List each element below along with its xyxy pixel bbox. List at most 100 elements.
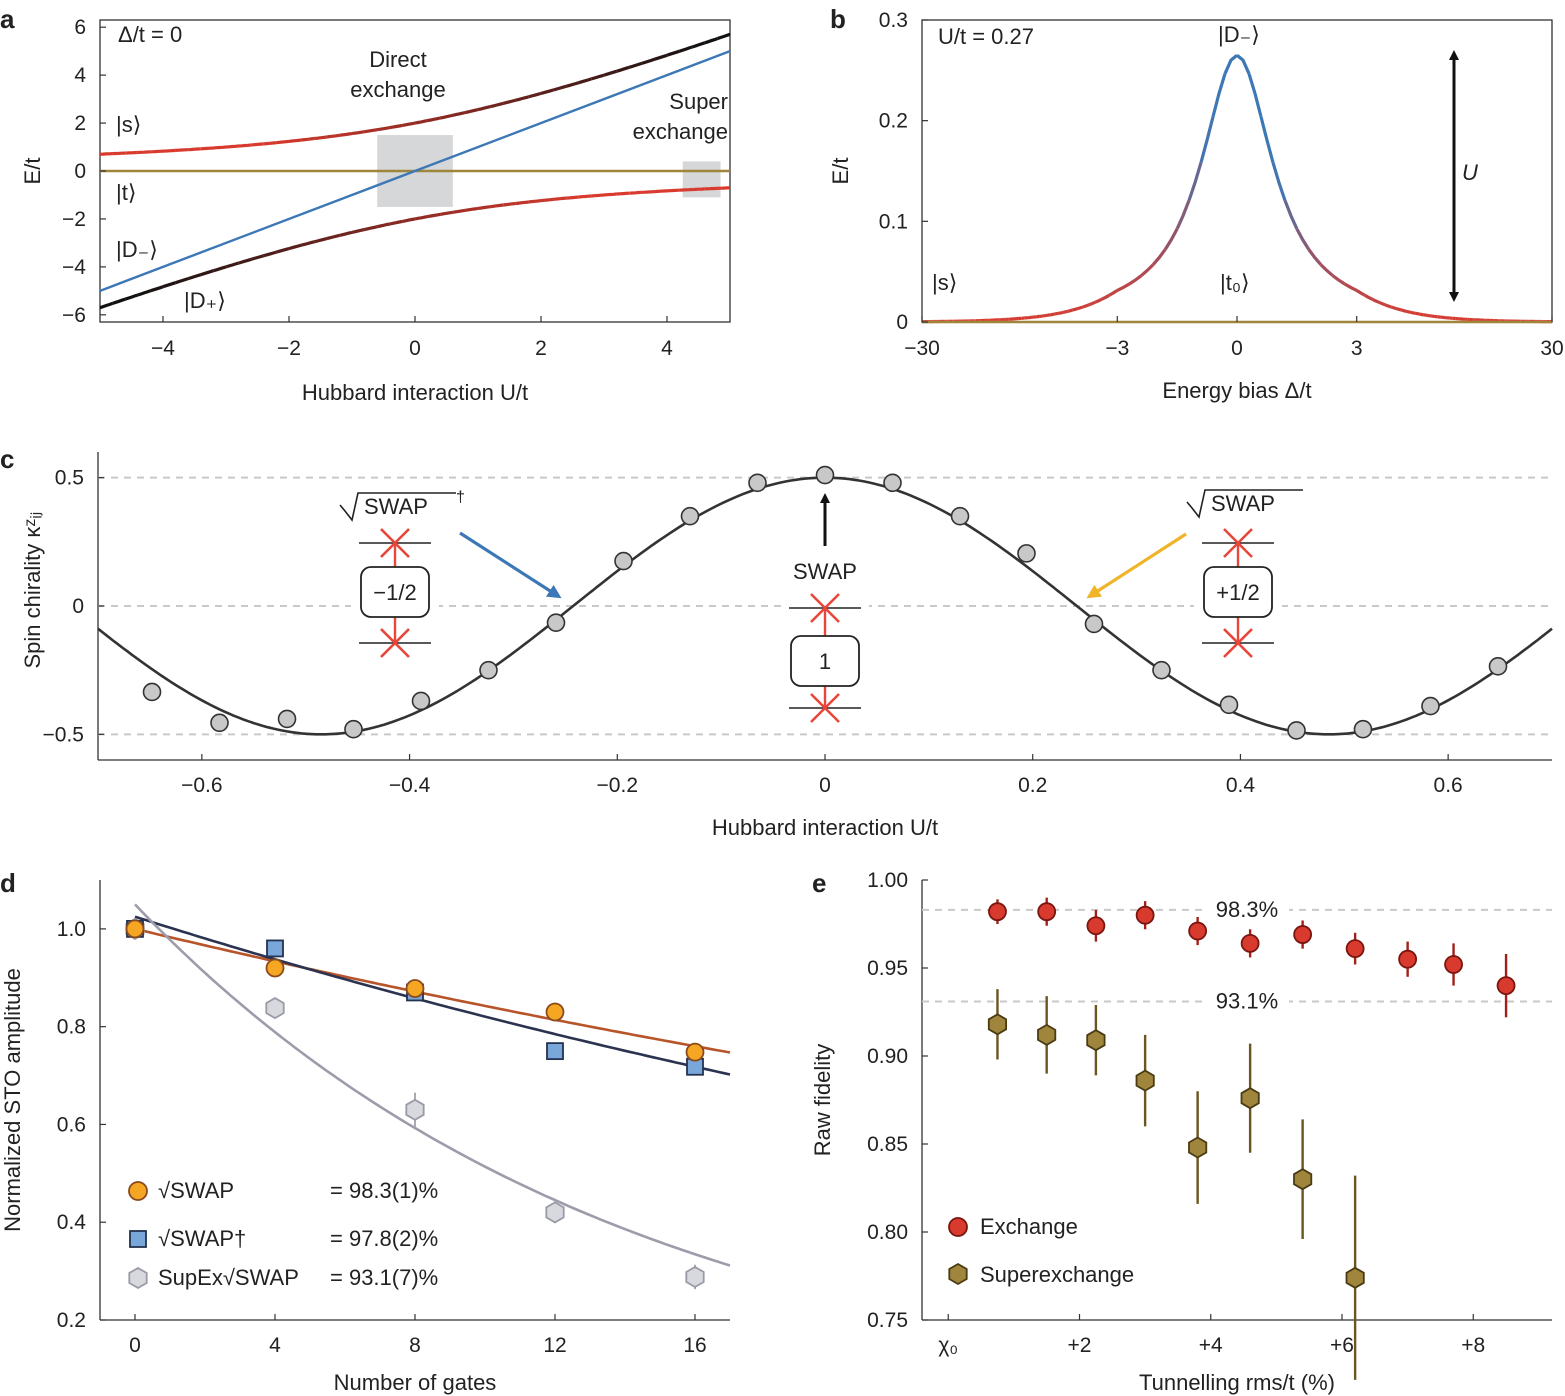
- state-t-label: |t⟩: [116, 180, 136, 205]
- branch-upper-segment: [502, 98, 517, 105]
- legend-series-name: √SWAP†: [158, 1226, 246, 1251]
- dminus-peak-segment: [1355, 289, 1366, 297]
- panel-a-xtick-label: 0: [409, 337, 421, 360]
- panel-b-ytick-label: 0.1: [879, 210, 908, 233]
- exchange-data-point: [1037, 902, 1057, 922]
- dminus-peak-segment: [1071, 307, 1078, 312]
- gate-name-label: SWAP: [1211, 491, 1275, 516]
- panel-c-ytick-label: −0.5: [43, 723, 84, 746]
- dminus-peak-segment: [1175, 199, 1191, 230]
- branch-lower-segment: [175, 277, 189, 285]
- panel-a: a −4 −2 0 2 4 6 4 2 0 −2 −4 −6 Δ/t = 0 Direct excha…: [0, 4, 731, 405]
- supex-data-point: [685, 1265, 705, 1289]
- panel-c-xtick-label: 0: [819, 774, 831, 797]
- dminus-peak-segment: [1108, 289, 1119, 297]
- dminus-peak-segment: [1050, 312, 1055, 317]
- panel-c-data-point: [1017, 544, 1036, 563]
- sqrt-swap-data-point: [405, 979, 425, 998]
- gate-value-label: +1/2: [1216, 580, 1259, 605]
- swap-cross-icon: [810, 593, 840, 623]
- branch-upper-segment: [150, 149, 164, 154]
- sqrt-swap-dagger-arrow: [459, 531, 562, 599]
- exchange-data-point: [1086, 916, 1106, 936]
- dminus-peak-segment: [1128, 274, 1143, 286]
- dminus-peak-segment: [1163, 227, 1179, 251]
- panel-e-ytick-label: 0.75: [867, 1309, 908, 1332]
- swap-cross-icon: [1223, 528, 1253, 558]
- dminus-peak-segment: [1259, 116, 1275, 163]
- sqrt-swap-data-point: [125, 919, 145, 939]
- branch-lower-segment: [477, 205, 491, 210]
- swap-cross-icon: [810, 693, 840, 723]
- branch-lower-segment: [339, 230, 353, 237]
- branch-lower-segment: [591, 193, 605, 198]
- branch-upper-segment: [251, 142, 264, 147]
- exchange-data-point: [1345, 939, 1365, 959]
- sqrt-swap-data-point: [265, 958, 285, 978]
- branch-upper-segment: [188, 147, 201, 152]
- panel-c-data-point: [1287, 721, 1306, 740]
- branch-upper-segment: [326, 133, 340, 139]
- dminus-peak-segment: [1307, 248, 1323, 266]
- dminus-peak-segment: [1247, 73, 1263, 117]
- branch-upper-segment: [137, 150, 151, 155]
- branch-lower-segment: [427, 212, 441, 219]
- swap-cross-icon: [380, 528, 410, 558]
- dminus-peak-segment: [1378, 300, 1386, 307]
- branch-lower-segment: [654, 189, 668, 194]
- sqrt-symbol-icon: [339, 492, 456, 522]
- panel-e-xtick-label: +2: [1068, 1334, 1092, 1357]
- dminus-peak-segment: [1271, 161, 1287, 201]
- branch-lower-segment: [465, 206, 479, 212]
- panel-b-xtick-label: 30: [1540, 337, 1563, 360]
- panel-b-ylabel: E/t: [828, 158, 853, 185]
- panel-a-ytick-label: −6: [62, 304, 86, 327]
- branch-upper-segment: [565, 81, 580, 88]
- panel-d-ytick-label: 1.0: [57, 918, 86, 941]
- sqrt-swap-data-point: [545, 1002, 565, 1022]
- panel-d: d 0 4 8 12 16 0.2 0.4 0.6 0.8 1.0 √SWAP = 98.3(1)%…: [0, 868, 731, 1395]
- branch-upper-segment: [276, 139, 290, 145]
- branch-upper-segment: [339, 132, 353, 137]
- panel-c-xtick-label: 0.6: [1434, 774, 1463, 797]
- dminus-peak-segment: [1199, 116, 1215, 163]
- branch-lower-segment: [616, 191, 630, 196]
- panel-c-data-point: [479, 660, 498, 680]
- panel-e-ytick-label: 0.90: [867, 1045, 908, 1068]
- branch-lower-segment: [313, 237, 328, 244]
- branch-upper-segment: [616, 65, 630, 73]
- panel-e-ytick-label: 0.95: [867, 957, 908, 980]
- branch-upper-segment: [364, 128, 378, 134]
- branch-lower-segment: [187, 273, 202, 281]
- panel-a-ylabel: E/t: [20, 158, 45, 185]
- panel-b-dminus-label: |D₋⟩: [1218, 22, 1260, 47]
- panel-d-fit-line-2: [134, 903, 731, 1267]
- direct-exchange-label-1: Direct: [369, 47, 426, 72]
- panel-c-data-point: [614, 551, 633, 571]
- branch-lower-segment: [452, 208, 466, 214]
- branch-lower-segment: [124, 293, 139, 301]
- branch-upper-segment: [540, 88, 555, 95]
- branch-upper-segment: [376, 126, 391, 132]
- dminus-peak-segment: [1235, 53, 1251, 75]
- exchange-data-point: [1293, 925, 1313, 944]
- panel-c-data-point: [1421, 696, 1440, 716]
- panel-a-corner-annotation: Δ/t = 0: [118, 22, 182, 47]
- sqrt-swap-dagger-data-point: [266, 939, 284, 958]
- panel-e-ytick-label: 1.00: [867, 869, 908, 892]
- panel-c-data-point: [680, 506, 700, 526]
- branch-upper-segment: [427, 116, 441, 123]
- panel-c-ylabel: Spin chirality κᶻᵢⱼ: [20, 511, 45, 668]
- panel-c-letter: c: [0, 444, 14, 474]
- panel-c: c −1/2 SWAP † 1 SWAP +1/2 SWAP −0.6 −0.4 −0.2 0 0.…: [0, 444, 1553, 840]
- branch-upper-segment: [238, 143, 252, 148]
- panel-d-xtick-label: 0: [129, 1334, 141, 1357]
- dminus-peak-segment: [1082, 303, 1090, 309]
- panel-a-ytick-label: 6: [74, 16, 86, 39]
- branch-lower-segment: [263, 250, 277, 258]
- panel-d-xtick-label: 4: [269, 1334, 281, 1357]
- sqrt-swap-dagger-data-point: [546, 1042, 564, 1061]
- swap-gate-name: SWAP: [793, 559, 857, 584]
- state-dminus-label: |D₋⟩: [116, 237, 158, 262]
